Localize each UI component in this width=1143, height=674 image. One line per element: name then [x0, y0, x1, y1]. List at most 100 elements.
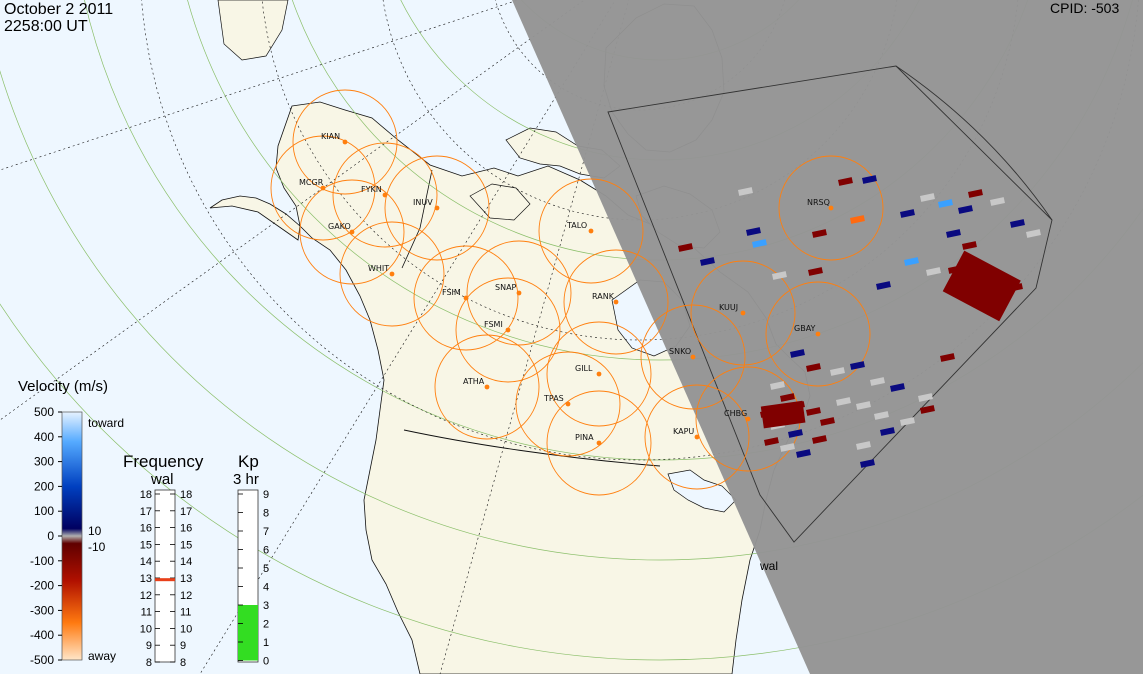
date-label: October 2 2011 — [4, 1, 113, 18]
station-label-pina: PINA — [575, 433, 594, 442]
time-label: 2258:00 UT — [4, 18, 88, 35]
backscatter-cells — [677, 175, 1041, 468]
frequency-tick-label-right: 10 — [180, 623, 192, 635]
frequency-bar — [154, 489, 176, 663]
range-ring-snap — [466, 240, 572, 346]
range-ring-nrsq — [778, 155, 884, 261]
velocity-tick-label: -300 — [30, 603, 54, 617]
frequency-tick-label-left: 8 — [146, 657, 152, 669]
scatter-cell — [795, 449, 811, 458]
station-label-kapu: KAPU — [673, 427, 694, 436]
range-ring-fykn — [332, 142, 438, 248]
scatter-cell — [763, 437, 779, 446]
station-label-snko: SNKO — [669, 347, 691, 356]
station-label-tpas: TPAS — [543, 394, 564, 403]
kp-level-fill — [238, 605, 258, 661]
station-dot-gill — [596, 371, 602, 377]
frequency-scale: Frequency wal 18 18 17 17 16 16 15 15 14 14 13 13 12… — [123, 452, 204, 669]
station-dot-kapu — [694, 434, 700, 440]
station-dot-pina — [596, 440, 602, 446]
station-label-rank: RANK — [592, 292, 615, 301]
frequency-tick-label-right: 15 — [180, 539, 192, 551]
station-dot-fsmi — [505, 327, 511, 333]
station-label-fykn: FYKN — [361, 185, 382, 194]
velocity-tick-label: 0 — [47, 529, 54, 543]
kp-title: Kp — [238, 452, 259, 471]
range-ring-talo — [538, 178, 644, 284]
frequency-tick-label-left: 13 — [140, 573, 152, 585]
scatter-cell — [946, 229, 961, 238]
station-label-gill: GILL — [575, 364, 593, 373]
scatter-cell — [856, 401, 871, 410]
scatter-cell — [830, 367, 845, 376]
kp-tick-label: 8 — [263, 508, 269, 520]
range-ring-gbay — [765, 281, 871, 387]
kp-scale: Kp 3 hr 9 8 7 6 5 4 3 2 1 0 — [233, 452, 269, 668]
range-ring-kian — [292, 89, 398, 195]
station-dot-snap — [516, 290, 522, 296]
frequency-title: Frequency — [123, 452, 204, 471]
frequency-tick-label-right: 11 — [180, 607, 191, 619]
velocity-tick-label: 500 — [34, 405, 54, 419]
station-label-mcgr: MCGR — [299, 178, 324, 187]
range-ring-rank — [563, 249, 669, 355]
scatter-cell — [873, 411, 889, 420]
velocity-tick-label: 400 — [34, 430, 54, 444]
scatter-cell — [850, 215, 865, 224]
range-ring-fsim — [413, 245, 519, 351]
station-dot-gako — [349, 229, 355, 235]
station-dot-kuuj — [740, 310, 746, 316]
scatter-cell — [919, 193, 935, 202]
kp-tick-label: 0 — [263, 656, 269, 668]
night-shading — [512, 0, 1143, 674]
range-ring-mcgr — [270, 135, 376, 241]
frequency-tick-label-right: 14 — [180, 556, 192, 568]
frequency-current-marker — [155, 578, 175, 582]
range-ring-atha — [434, 334, 540, 440]
scatter-cell — [859, 459, 875, 468]
station-label-fsim: FSIM — [442, 288, 461, 297]
velocity-ticks: 500 400 300 200 100 0 -100 -200 -300 -400 -500 — [30, 405, 62, 667]
scatter-cell — [811, 229, 827, 238]
scatter-cell — [806, 363, 821, 372]
station-markers: KIAN MCGR FYKN INUV GAKO WHIT FSIM SNAP FSMI TALO… — [299, 132, 834, 446]
station-label-inuv: INUV — [413, 198, 433, 207]
velocity-scale: Velocity (m/s) 500 400 300 200 100 0 -100 -200 -… — [18, 378, 124, 667]
station-dot-talo — [588, 228, 594, 234]
radar-fov-far-arc — [895, 65, 1053, 221]
frequency-tick-label-right: 16 — [180, 523, 192, 535]
frequency-tick-label-left: 14 — [140, 556, 152, 568]
range-ring-snko — [640, 304, 746, 410]
velocity-toward-label: toward — [88, 416, 124, 430]
scatter-cell — [1026, 229, 1041, 238]
station-label-chbg: CHBG — [724, 409, 747, 418]
scatter-cell — [850, 361, 865, 370]
frequency-station: wal — [150, 471, 174, 488]
frequency-tick-label-left: 15 — [140, 539, 152, 551]
velocity-threshold-neg: -10 — [88, 540, 106, 554]
station-label-nrsq: NRSQ — [807, 198, 830, 207]
cpid-label: CPID: -503 — [1050, 0, 1119, 16]
station-dot-mcgr — [320, 185, 326, 191]
scatter-cell — [958, 205, 973, 214]
velocity-tick-label: -200 — [30, 579, 54, 593]
frequency-tick-label-right: 13 — [180, 573, 192, 585]
frequency-tick-label-left: 11 — [141, 607, 152, 619]
velocity-away-label: away — [88, 649, 116, 663]
station-dot-whit — [389, 271, 395, 277]
kp-ticks: 9 8 7 6 5 4 3 2 1 0 — [238, 489, 269, 668]
range-ring-gill — [546, 321, 652, 427]
scatter-cell — [900, 417, 915, 426]
scatter-cell — [770, 381, 785, 390]
alaska-border — [401, 169, 433, 269]
scatter-cell — [861, 175, 877, 184]
kp-tick-label: 7 — [263, 526, 269, 538]
great-lakes — [667, 469, 737, 513]
station-label-snap: SNAP — [495, 283, 517, 292]
scatter-cell — [820, 417, 835, 426]
scatter-cell — [788, 429, 803, 438]
velocity-colorbar — [61, 411, 83, 661]
station-dot-tpas — [565, 401, 571, 407]
frequency-tick-label-right: 17 — [180, 506, 192, 518]
